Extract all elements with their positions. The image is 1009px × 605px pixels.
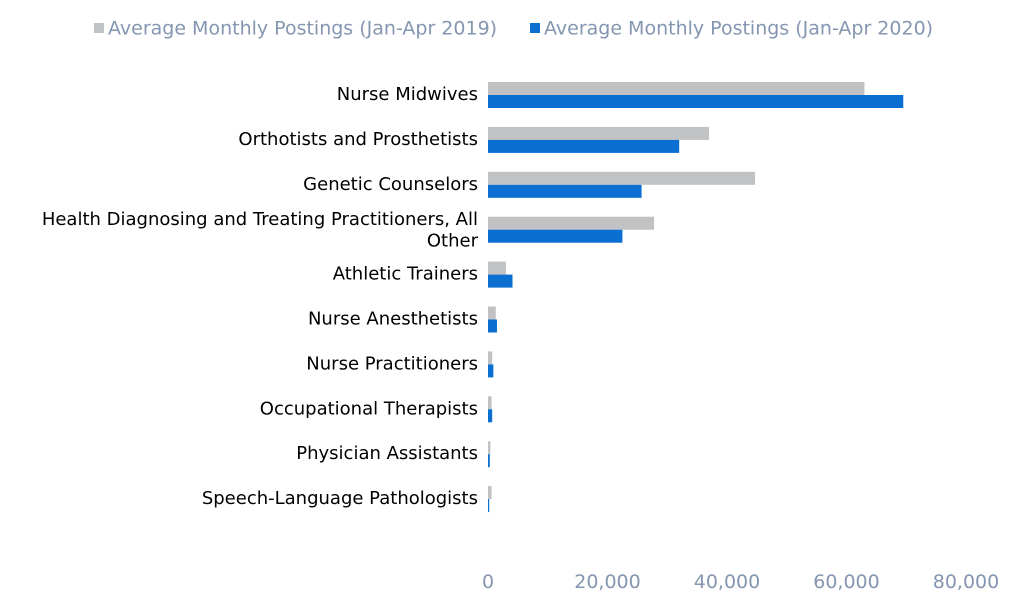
category-label: Health Diagnosing and Treating Practitio…	[42, 209, 479, 252]
bar-series-2	[488, 364, 494, 378]
bar-series-2	[488, 409, 493, 423]
bar-series-2	[488, 274, 513, 288]
bar-series-2	[488, 454, 490, 468]
x-tick-label: 20,000	[574, 571, 640, 593]
category-label: Nurse Anesthetists	[308, 309, 478, 330]
bar-series-1	[488, 82, 865, 95]
x-tick-label: 80,000	[933, 571, 999, 593]
legend-label-2: Average Monthly Postings (Jan-Apr 2020)	[544, 18, 933, 40]
category-label: Physician Assistants	[296, 443, 478, 464]
bar-series-2	[488, 319, 497, 333]
category-label: Orthotists and Prosthetists	[238, 129, 478, 150]
category-label: Genetic Counselors	[303, 174, 478, 195]
bar-series-2	[488, 139, 680, 153]
bar-series-1	[488, 306, 496, 320]
category-label: Athletic Trainers	[333, 264, 478, 285]
category-label: Nurse Practitioners	[306, 353, 478, 374]
bar-series-1	[488, 126, 710, 140]
bar-series-1	[488, 396, 492, 410]
bar-series-2	[488, 184, 642, 198]
x-tick-label: 0	[482, 571, 494, 593]
bar-series-1	[488, 216, 655, 230]
legend-label-1: Average Monthly Postings (Jan-Apr 2019)	[108, 18, 497, 40]
bars	[488, 82, 904, 513]
x-axis-ticks: 0 20,000 40,000 60,000 80,000	[482, 571, 999, 593]
bar-series-2	[488, 95, 904, 108]
category-label: Nurse Midwives	[337, 84, 478, 105]
bar-series-1	[488, 171, 756, 185]
bar-series-1	[488, 486, 492, 500]
x-tick-label: 40,000	[694, 571, 760, 593]
legend: Average Monthly Postings (Jan-Apr 2019) A…	[94, 18, 933, 40]
bar-series-1	[488, 351, 493, 365]
category-label-line-2: Other	[427, 230, 479, 251]
bar-series-2	[488, 499, 490, 513]
category-label: Occupational Therapists	[260, 398, 478, 419]
legend-swatch-1	[94, 23, 104, 33]
category-label-line-1: Health Diagnosing and Treating Practitio…	[42, 209, 478, 230]
x-tick-label: 60,000	[813, 571, 879, 593]
bar-series-1	[488, 261, 506, 275]
category-label: Speech-Language Pathologists	[202, 488, 478, 509]
bar-series-2	[488, 229, 623, 243]
legend-swatch-2	[530, 23, 540, 33]
bar-series-1	[488, 441, 491, 455]
category-labels: Nurse Midwives Orthotists and Prosthetist…	[42, 84, 479, 509]
